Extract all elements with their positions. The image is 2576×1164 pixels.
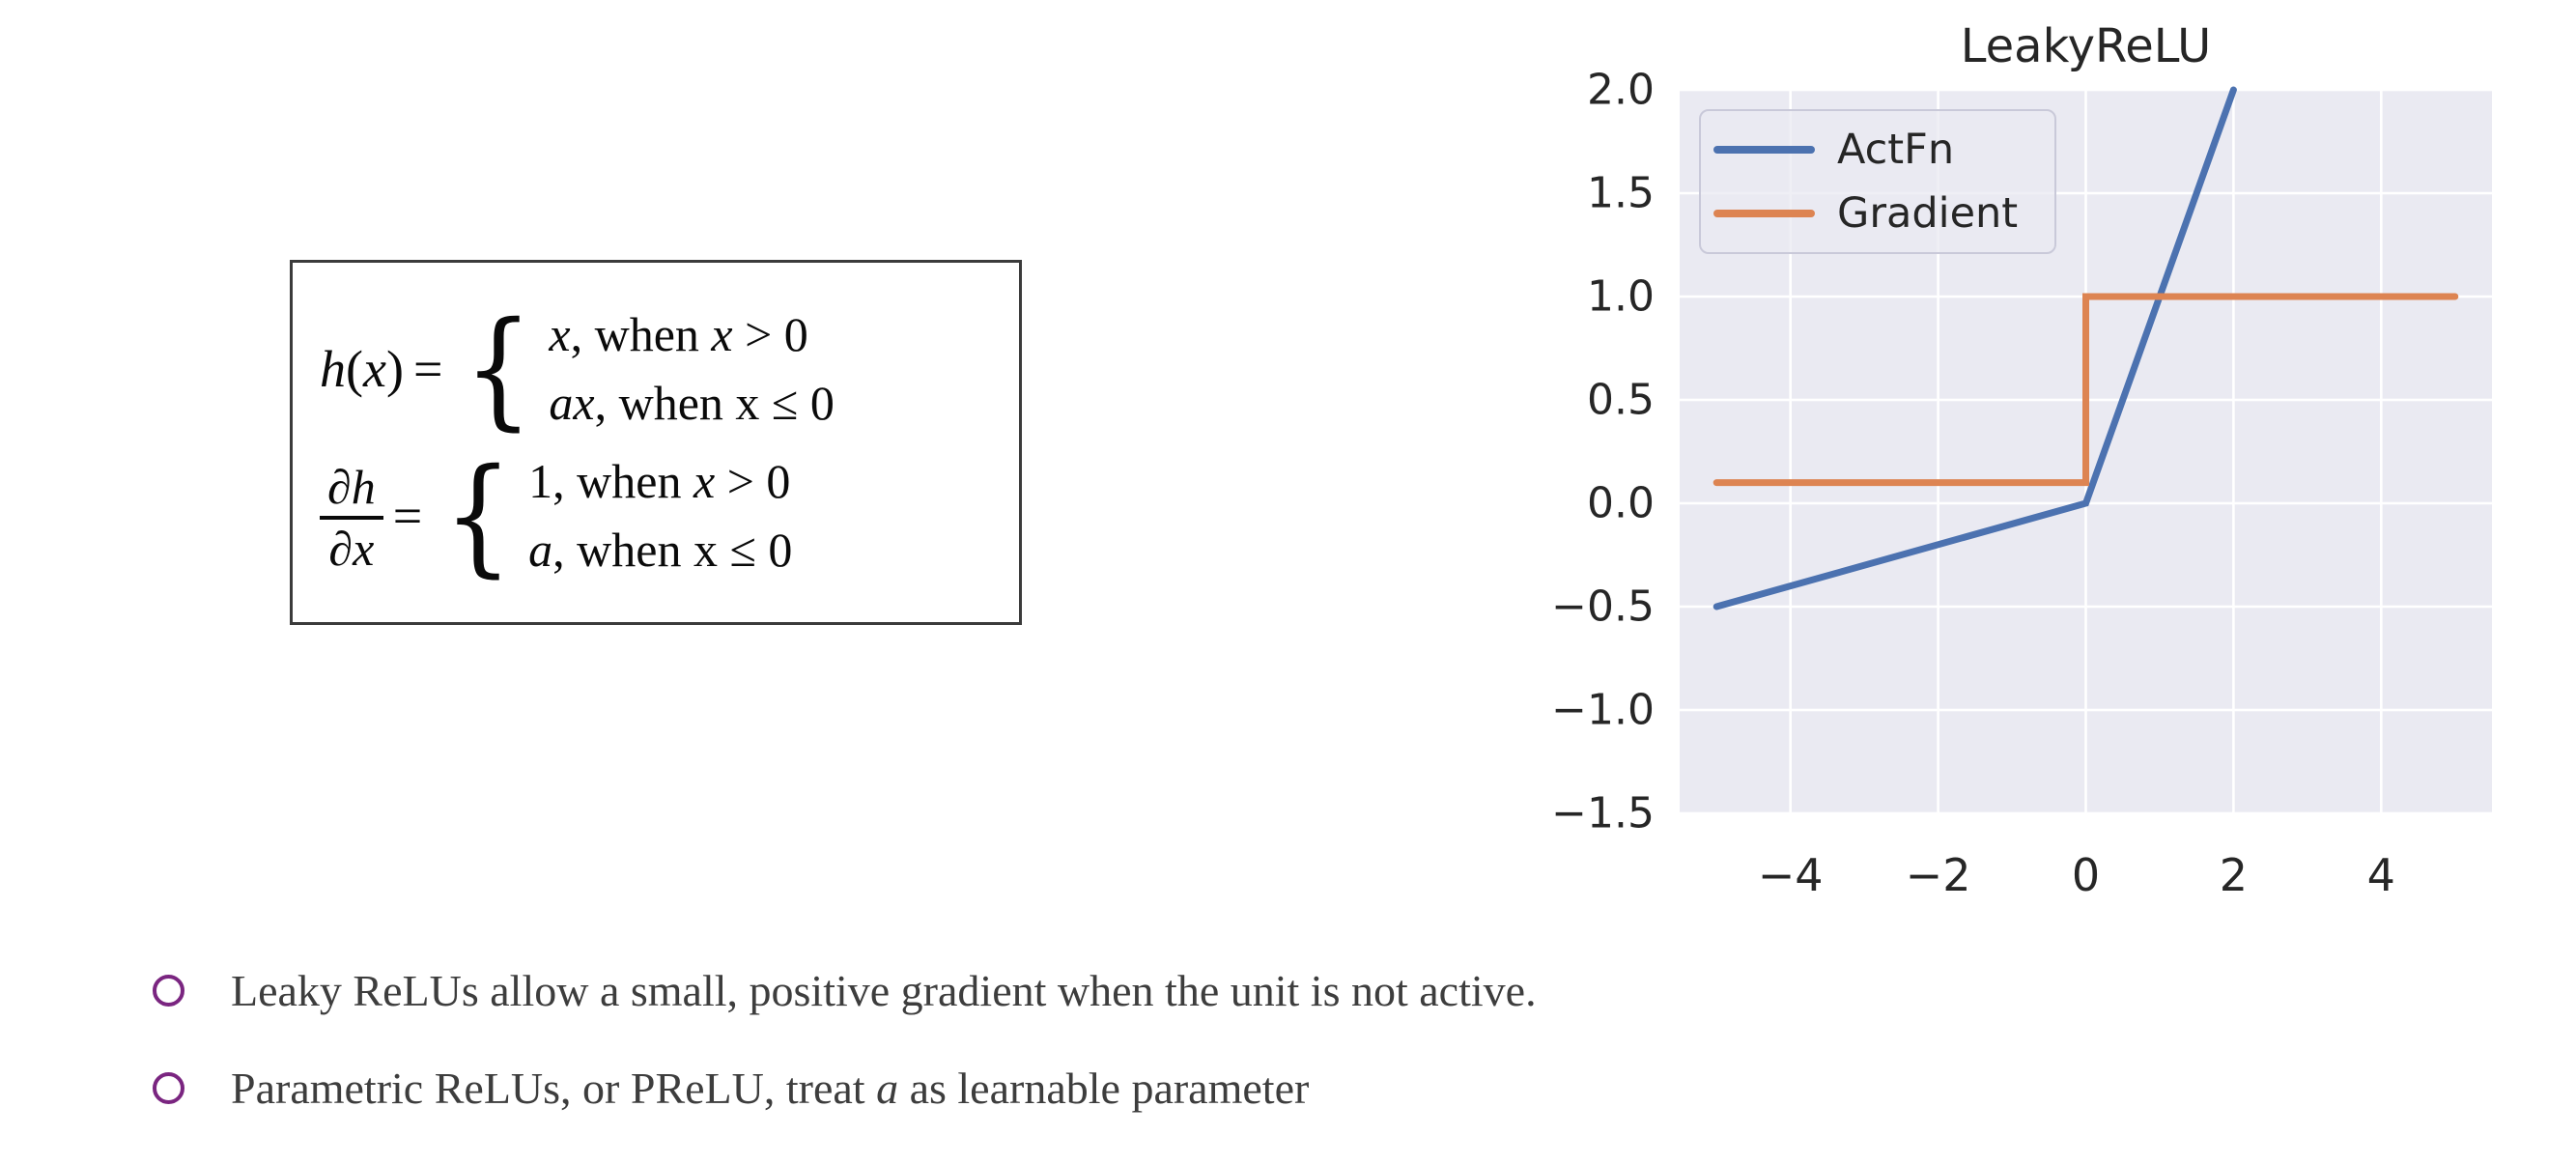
fraction: ∂h ∂x xyxy=(320,460,383,576)
case-line: a, when x ≤ 0 xyxy=(528,516,792,584)
bullet-text-segment: a xyxy=(876,1063,899,1113)
cases-brace: { xyxy=(443,441,513,590)
legend-label-actfn: ActFn xyxy=(1837,126,1954,174)
y-tick-label: 1.0 xyxy=(1587,272,1655,322)
bullet-text: Parametric ReLUs, or PReLU, treat a as l… xyxy=(231,1063,1309,1114)
case-line: 1, when x > 0 xyxy=(528,447,792,516)
formula-row: h(x) ={x, when x > 0 ax, when x ≤ 0 xyxy=(320,300,992,438)
case-line: x, when x > 0 xyxy=(549,300,834,369)
formula-lhs: h(x) xyxy=(320,339,404,399)
chart-svg: LeakyReLU 2.0 1.5 1.0 0.5 0.0 −0.5 −1.0 −1.5 −4 −2… xyxy=(1551,19,2492,901)
formula-term: ) xyxy=(385,340,404,398)
formula-term: ( xyxy=(346,340,363,398)
formula-term: x xyxy=(693,454,716,508)
bullet-text-segment: Leaky ReLUs allow a small, positive grad… xyxy=(231,965,1537,1015)
gradient-line xyxy=(1713,293,2459,487)
x-tick-label: −2 xyxy=(1906,849,1971,901)
bullet-text-segment: Parametric ReLUs, or PReLU, treat xyxy=(231,1063,877,1113)
fraction-denominator: ∂x xyxy=(321,520,382,576)
y-tick-label: 0.5 xyxy=(1587,376,1655,425)
y-tick-label: 2.0 xyxy=(1587,66,1655,115)
y-tick-label: −0.5 xyxy=(1551,582,1655,632)
equals-sign: = xyxy=(392,487,423,545)
actfn-line xyxy=(1713,86,2237,610)
cases-column: x, when x > 0 ax, when x ≤ 0 xyxy=(549,300,834,438)
equals-sign: = xyxy=(412,340,443,398)
formula-term: ∂h xyxy=(327,460,376,514)
bullet-text-segment: as learnable parameter xyxy=(898,1063,1310,1113)
y-tick-label: 0.0 xyxy=(1587,479,1655,528)
bullet-item: Leaky ReLUs allow a small, positive grad… xyxy=(153,956,1537,1024)
cases-brace: { xyxy=(464,295,534,443)
y-tick-label: 1.5 xyxy=(1587,169,1655,218)
formula-term: x xyxy=(362,340,386,398)
x-tick-label: 2 xyxy=(2220,849,2248,901)
bullet-list: Leaky ReLUs allow a small, positive grad… xyxy=(153,956,1537,1121)
formula-box: h(x) ={x, when x > 0 ax, when x ≤ 0 ∂h ∂x ={1… xyxy=(290,260,1022,625)
fraction-numerator: ∂h xyxy=(320,460,383,520)
y-tick-label: −1.0 xyxy=(1551,686,1655,735)
formula-term: ∂x xyxy=(328,522,375,576)
case-line: ax, when x ≤ 0 xyxy=(549,369,834,438)
x-tick-label: 0 xyxy=(2072,849,2100,901)
formula-term: > 0 xyxy=(732,307,808,361)
bullet-circle-icon xyxy=(153,974,184,1007)
cases-column: 1, when x > 0 a, when x ≤ 0 xyxy=(528,447,792,584)
formula-term: ax xyxy=(549,376,595,430)
y-tick-label: −1.5 xyxy=(1551,789,1655,838)
formula-term: a xyxy=(528,523,553,577)
formula-lhs: ∂h ∂x xyxy=(320,456,383,576)
legend-label-gradient: Gradient xyxy=(1837,189,2018,238)
formula-row: ∂h ∂x ={1, when x > 0 a, when x ≤ 0 xyxy=(320,447,992,584)
formula-term: > 0 xyxy=(715,454,791,508)
formula-term: , when x ≤ 0 xyxy=(594,376,835,430)
legend: ActFn Gradient xyxy=(1699,109,2056,254)
bullet-circle-icon xyxy=(153,1071,184,1104)
formula-term: x xyxy=(549,307,571,361)
chart-title: LeakyReLU xyxy=(1961,19,2212,73)
x-tick-label: −4 xyxy=(1758,849,1824,901)
x-tick-label: 4 xyxy=(2367,849,2395,901)
bullet-item: Parametric ReLUs, or PReLU, treat a as l… xyxy=(153,1054,1537,1121)
formula-term: h xyxy=(320,340,346,398)
formula-term: , when xyxy=(570,307,712,361)
formula-term: , when x ≤ 0 xyxy=(552,523,793,577)
formula-term: x xyxy=(711,307,733,361)
bullet-text: Leaky ReLUs allow a small, positive grad… xyxy=(231,965,1537,1016)
leakyrelu-chart: LeakyReLU 2.0 1.5 1.0 0.5 0.0 −0.5 −1.0 −1.5 −4 −2… xyxy=(1536,0,2576,918)
formula-term: 1, when xyxy=(528,454,694,508)
